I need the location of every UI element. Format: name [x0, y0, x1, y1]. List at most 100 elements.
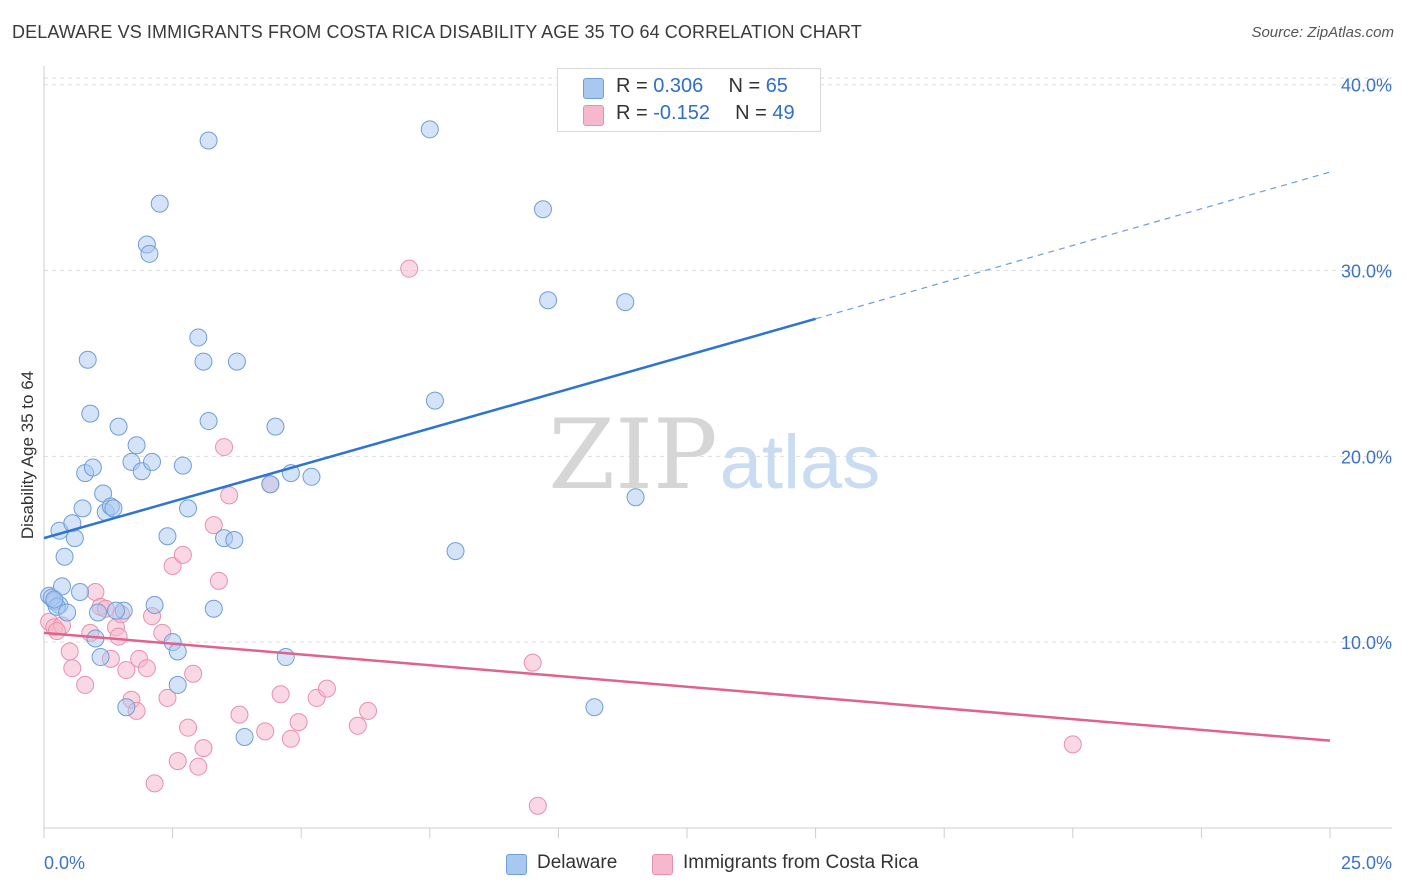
axes: [43, 66, 1392, 838]
delaware-point: [199, 412, 218, 431]
chart-title: DELAWARE VS IMMIGRANTS FROM COSTA RICA D…: [12, 22, 862, 42]
delaware-point: [83, 458, 102, 477]
delaware-point: [225, 530, 244, 549]
costa-rica-point: [194, 739, 213, 758]
delaware-point: [73, 499, 92, 518]
costa-rica-point: [220, 486, 239, 505]
bottom-legend: Delaware Immigrants from Costa Rica: [0, 850, 1406, 880]
legend-swatch-delaware: [583, 78, 604, 99]
delaware-point: [127, 436, 146, 455]
watermark: ZIP atlas: [548, 399, 880, 511]
legend-r-label: R =: [616, 75, 654, 97]
series-delaware-points: [40, 120, 645, 746]
costa-rica-point: [400, 259, 419, 278]
costa-rica-point: [209, 571, 228, 590]
delaware-point: [199, 131, 218, 150]
delaware-trend-extension: [815, 171, 1331, 320]
costa-rica-point: [523, 653, 542, 672]
delaware-point: [173, 456, 192, 475]
bottom-legend-swatch-delaware: [506, 854, 527, 875]
delaware-point: [302, 467, 321, 486]
delaware-point: [266, 417, 285, 436]
bottom-legend-label: Immigrants from Costa Rica: [683, 852, 919, 873]
costa-rica-point: [359, 701, 378, 720]
costa-rica-point: [256, 722, 275, 741]
delaware-point: [446, 542, 465, 561]
delaware-point: [104, 499, 123, 518]
costa-rica-point: [289, 713, 308, 732]
costa-rica-point: [348, 716, 367, 735]
tick-labels: 10.0% 20.0% 30.0% 40.0% 0.0% 25.0%: [44, 76, 1392, 873]
costa-rica-point: [230, 705, 249, 724]
delaware-point: [189, 328, 208, 347]
y-tick-label: 20.0%: [1341, 447, 1392, 467]
legend: R = 0.306 N = 65 R = -0.152 N = 49: [557, 68, 821, 132]
x-tick-label: 25.0%: [1341, 853, 1392, 873]
costa-rica-point: [168, 752, 187, 771]
costa-rica-point: [76, 675, 95, 694]
series-costa-rica-points: [40, 259, 1082, 815]
delaware-point: [45, 590, 64, 609]
source-note: Source: ZipAtlas.com: [1251, 24, 1394, 41]
costa-rica-point: [189, 757, 208, 776]
costa-rica-point: [137, 659, 156, 678]
bottom-legend-label: Delaware: [537, 852, 618, 873]
y-tick-label: 40.0%: [1341, 76, 1392, 96]
delaware-point: [227, 352, 246, 371]
delaware-point: [616, 293, 635, 312]
costa-rica-point: [281, 729, 300, 748]
legend-n-label: N =: [735, 102, 773, 124]
costa-rica-point: [47, 622, 66, 641]
delaware-point: [539, 291, 558, 310]
delaware-point: [143, 452, 162, 471]
costa-rica-point: [1063, 735, 1082, 754]
costa-rica-point: [215, 438, 234, 457]
x-tick-label: 0.0%: [44, 853, 85, 873]
delaware-point: [55, 547, 74, 566]
legend-n-value: 49: [772, 102, 795, 124]
delaware-point: [109, 417, 128, 436]
delaware-point: [276, 648, 295, 667]
legend-n-label: N =: [728, 75, 766, 97]
delaware-point: [107, 601, 126, 620]
legend-r-value: 0.306: [653, 75, 704, 97]
delaware-point: [71, 583, 90, 602]
delaware-point: [194, 352, 213, 371]
delaware-point: [140, 244, 159, 263]
delaware-point: [158, 527, 177, 546]
costa-rica-point: [158, 688, 177, 707]
delaware-point: [81, 404, 100, 423]
costa-rica-point: [109, 627, 128, 646]
delaware-point: [150, 194, 169, 213]
delaware-trend-line: [43, 317, 816, 540]
legend-r-label: R =: [616, 102, 654, 124]
costa-rica-point: [184, 664, 203, 683]
delaware-point: [91, 648, 110, 667]
costa-rica-point: [179, 718, 198, 737]
delaware-point: [626, 488, 645, 507]
delaware-point: [145, 596, 164, 615]
costa-rica-point: [173, 545, 192, 564]
legend-r-value: -0.152: [653, 102, 710, 124]
costa-rica-point: [117, 661, 136, 680]
delaware-point: [585, 698, 604, 717]
grid-lines: [44, 77, 1392, 643]
legend-n-value: 65: [765, 75, 788, 97]
trend-lines: [43, 171, 1331, 742]
costa-rica-point: [163, 556, 182, 575]
delaware-point: [420, 120, 439, 139]
delaware-point: [58, 603, 77, 622]
costa-rica-point: [528, 796, 547, 815]
delaware-point: [261, 475, 280, 494]
delaware-point: [533, 200, 552, 219]
delaware-point: [204, 599, 223, 618]
y-tick-label: 10.0%: [1341, 633, 1392, 653]
delaware-point: [425, 391, 444, 410]
watermark-atlas: atlas: [720, 420, 881, 505]
bottom-legend-swatch-costa-rica: [652, 854, 673, 875]
costa-rica-point: [145, 774, 164, 793]
y-tick-label: 30.0%: [1341, 262, 1392, 282]
delaware-point: [78, 350, 97, 369]
costa-rica-point: [60, 642, 79, 661]
